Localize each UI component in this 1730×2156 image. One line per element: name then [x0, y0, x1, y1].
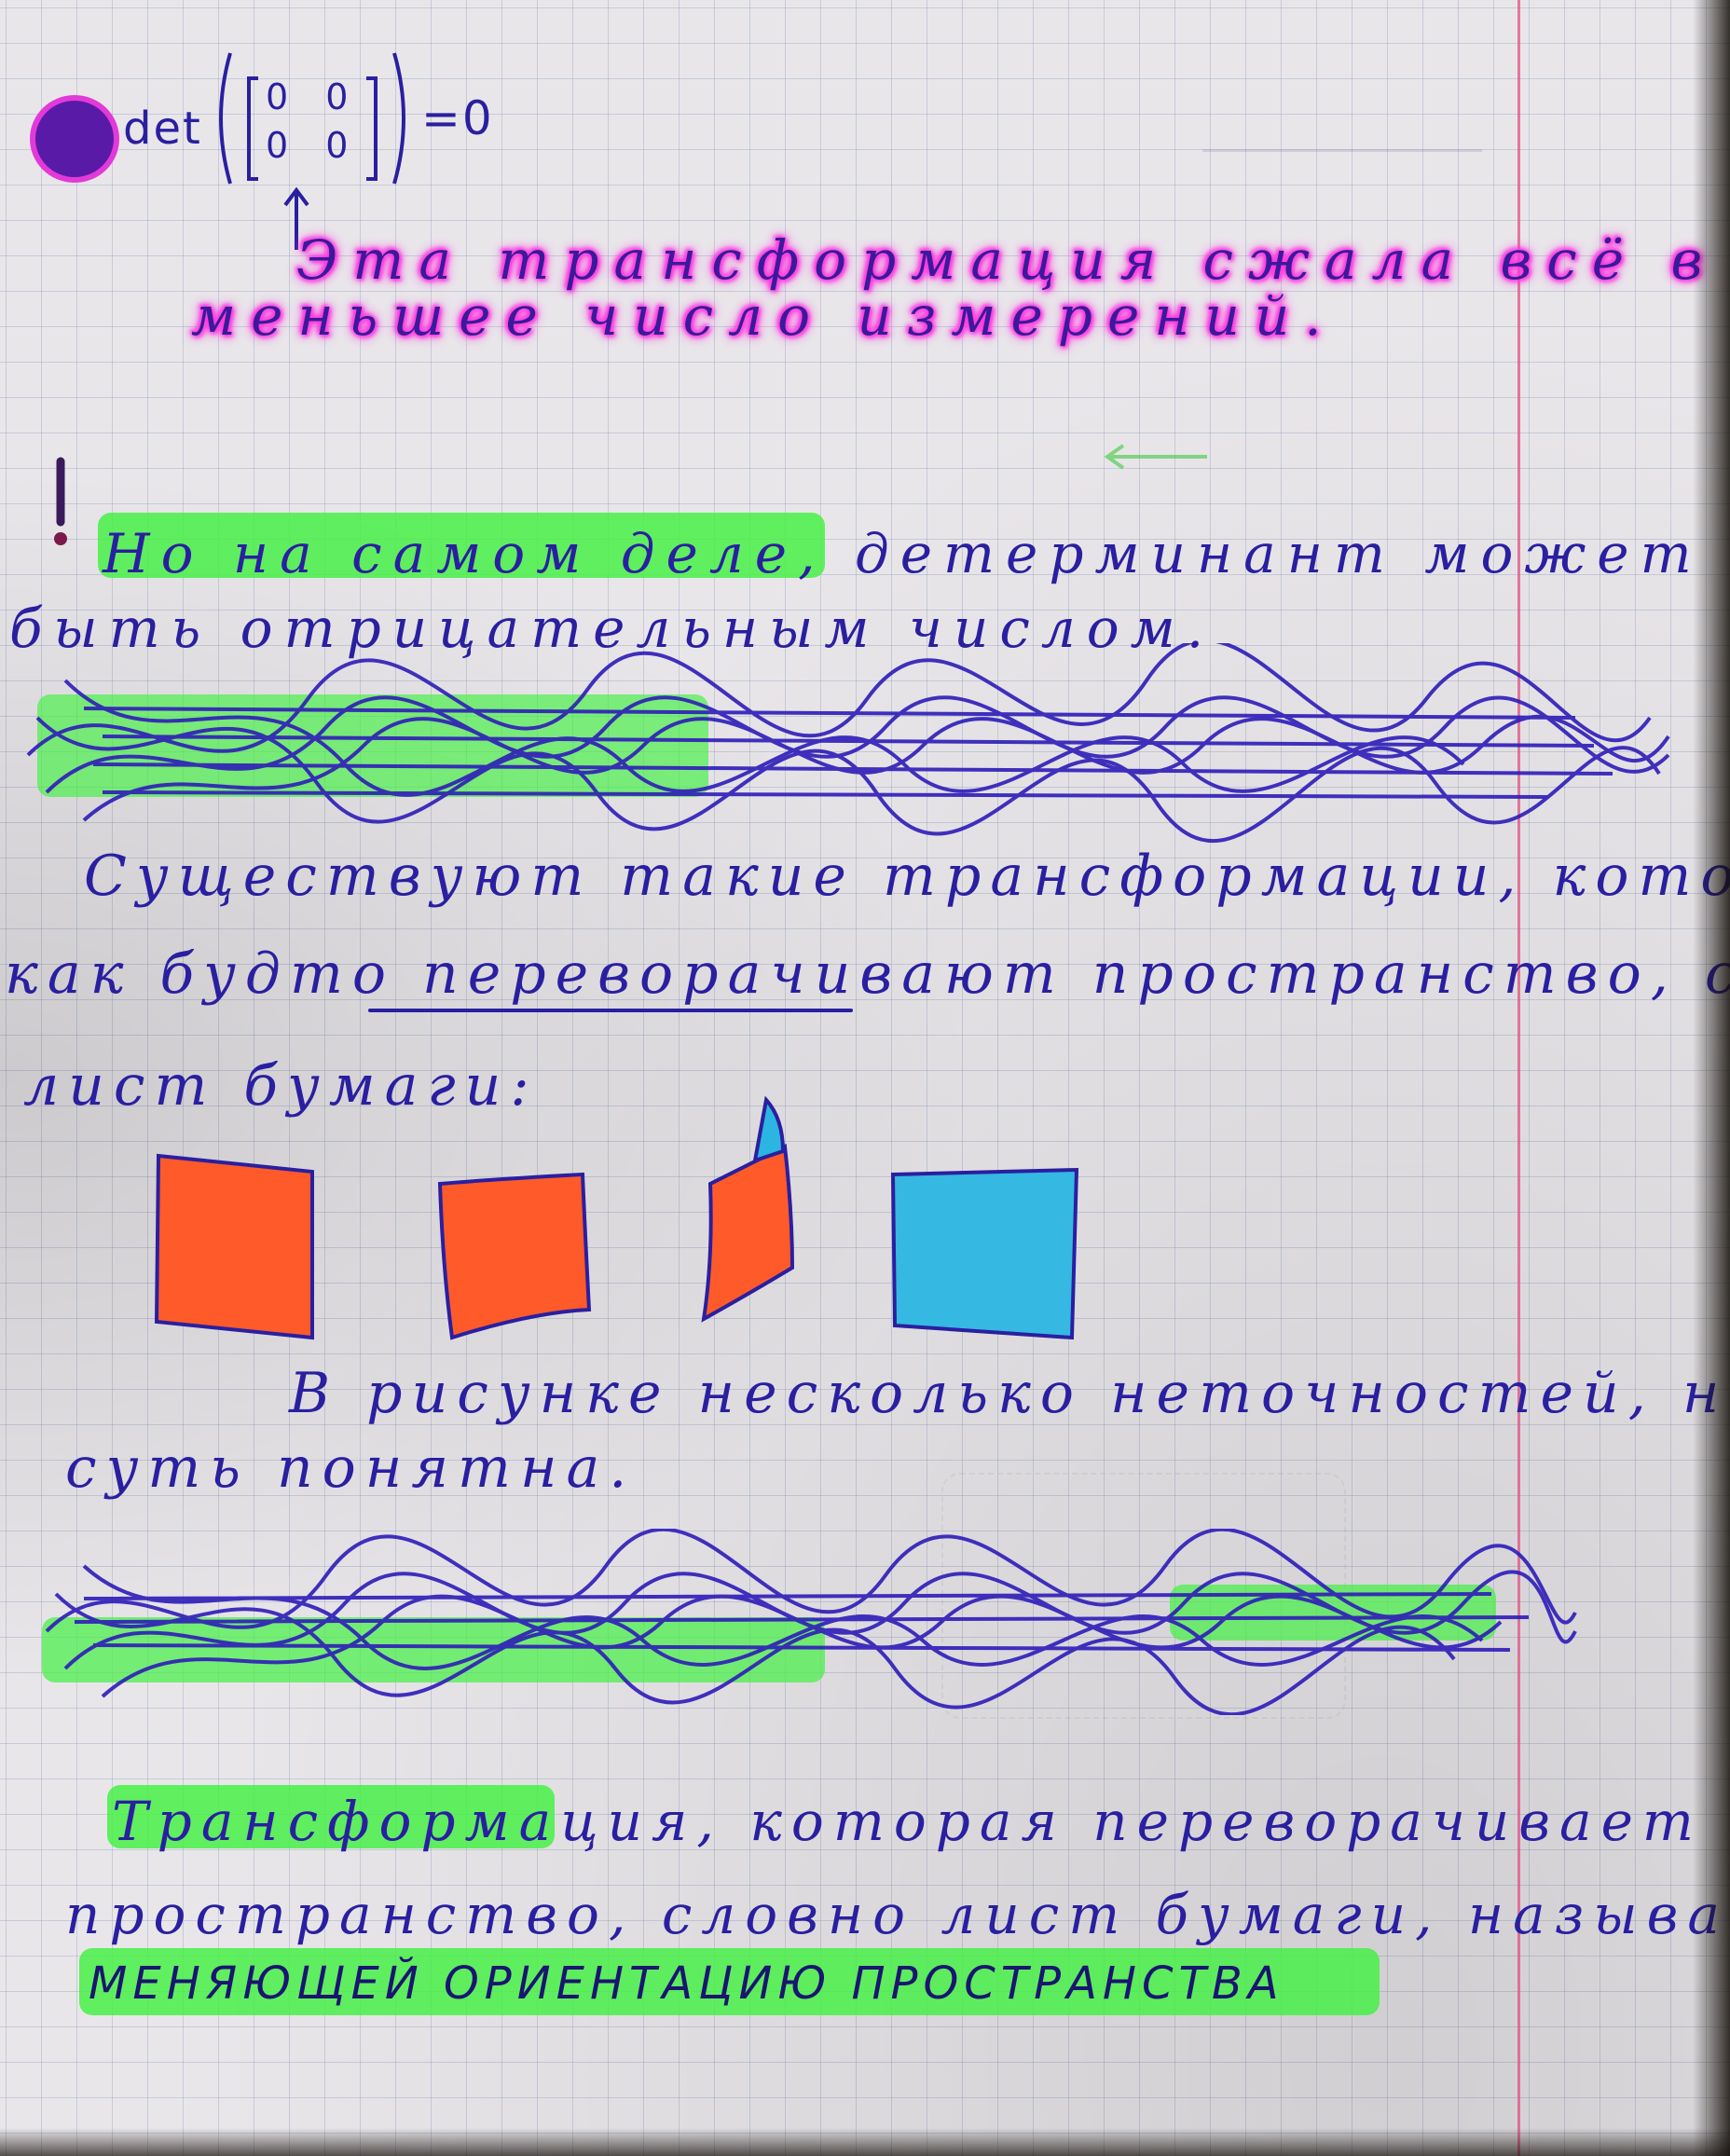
underline-perevorachivayut [368, 1009, 853, 1012]
orange-sheet-2 [437, 1172, 592, 1340]
formula-det: det [123, 103, 202, 155]
highlight-green-scribbled-2a [42, 1617, 825, 1682]
formula-result: =0 [421, 91, 494, 145]
faint-green-arrow [1104, 444, 1207, 470]
blue-sheet-4 [890, 1167, 1079, 1340]
sentence-1-part-2: быть отрицательным числом. [9, 597, 1215, 660]
paragraph-2-line-3: лист бумаги: [23, 1053, 539, 1119]
exclamation-icon [54, 457, 67, 545]
highlight-green-1 [98, 513, 825, 578]
paragraph-3-line-2: суть понятна. [65, 1435, 637, 1501]
pink-line-2: меньшее число измерений. [191, 284, 1337, 348]
scribble-crossout-1 [26, 643, 1670, 843]
highlight-green-term [107, 1785, 555, 1848]
sentence-1-part-1: Но на самом деле, детерминант может [103, 522, 1703, 585]
definition-term: МЕНЯЮЩЕЙ ОРИЕНТАЦИЮ ПРОСТРАНСТВА [89, 1957, 1284, 2010]
paragraph-3-line-1: В рисунке несколько неточностей, но [289, 1361, 1730, 1426]
matrix-row-1: 0 0 [266, 76, 362, 117]
orange-sheet-3-flipping [701, 1143, 795, 1323]
matrix-row-2: 0 0 [266, 125, 362, 166]
margin-line [1517, 0, 1520, 2156]
sheet-flip-drawing [154, 1095, 1079, 1340]
page-edge-shadow [1693, 0, 1730, 2156]
arrow-up-icon [283, 186, 309, 250]
paragraph-4-line-1: Трансформация, которая переворачивает [112, 1790, 1703, 1853]
page-bottom-shadow [0, 2128, 1730, 2156]
paragraph-4-line-2: пространство, словно лист бумаги, называ… [65, 1883, 1730, 1946]
paragraph-2-line-2: как будто переворачивают пространство, с… [5, 941, 1730, 1007]
orange-sheet-1 [154, 1153, 314, 1340]
pink-line-1: Эта трансформация сжала всё в [296, 228, 1718, 292]
matrix-brackets [219, 52, 405, 185]
faint-back-page-writing [1202, 112, 1482, 152]
highlight-green-definition [79, 1948, 1380, 2015]
paragraph-2-line-1: Существуют такие трансформации, которые [84, 844, 1730, 909]
purple-dot-bullet [35, 101, 114, 177]
scribble-crossout-2 [45, 1529, 1577, 1715]
blue-sheet-corner [752, 1095, 786, 1163]
